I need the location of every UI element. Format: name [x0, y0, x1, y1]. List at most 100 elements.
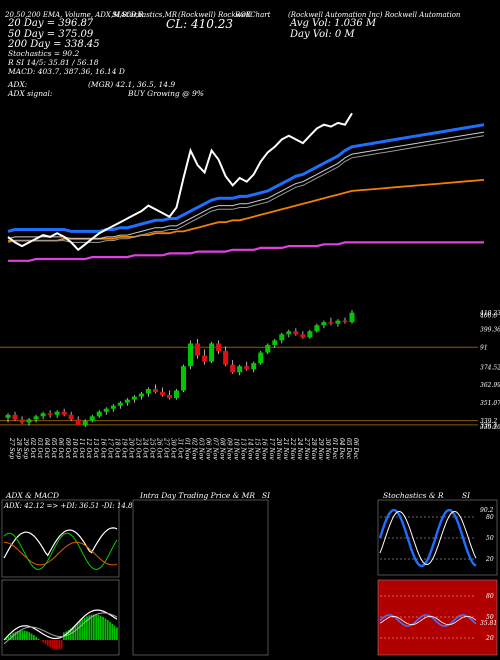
candle-body: [251, 363, 257, 370]
date-tick-label: 15 Nov: [254, 438, 261, 460]
candle-body: [68, 414, 74, 420]
candle-body: [173, 390, 179, 399]
macd-bar: [14, 631, 17, 640]
candle-body: [188, 343, 194, 367]
candle-body: [33, 416, 39, 420]
date-tick-label: 31 Oct: [176, 438, 183, 459]
date-tick-label: 13 Oct: [92, 438, 99, 459]
candle-body: [258, 352, 264, 364]
panel-si-title: SI: [262, 491, 271, 500]
candle-body: [181, 366, 187, 391]
avg-vol-readout: Avg Vol: 1.036 M: [290, 18, 377, 29]
candle-body: [272, 340, 278, 345]
candle-body: [117, 402, 123, 406]
plus-di-line: [3, 532, 118, 571]
candle-body: [216, 343, 222, 352]
macd-bar: [92, 614, 95, 640]
adx-label: ADX:: [8, 80, 28, 89]
price-tick-label: 336.4: [480, 422, 497, 429]
candle-body: [230, 364, 236, 373]
macd-bar: [42, 640, 45, 643]
date-tick-label: 09 Oct: [64, 438, 71, 459]
stoch-d-line: [379, 510, 477, 566]
macd-bar: [106, 620, 109, 640]
macd-bar: [32, 635, 35, 640]
date-tick-label: 06 Nov: [205, 438, 212, 460]
macd-bar: [30, 633, 33, 640]
stoch-level-label: 20: [485, 556, 494, 563]
adx-panel-label: ADX: 42.12 => +DI: 36.51 -DI: 14.87: [3, 502, 137, 510]
ema50-readout: 50 Day = 375.09: [8, 29, 94, 40]
date-tick-label: 26 Oct: [155, 437, 162, 459]
ema20-line: [7, 123, 485, 233]
macd-bar: [95, 614, 98, 640]
macd-bar: [99, 615, 102, 640]
candle-body: [307, 331, 313, 338]
candle-body: [82, 420, 88, 426]
close-readout: CL: 410.23: [166, 17, 233, 31]
macd-bar: [35, 636, 38, 640]
macd-bar: [19, 630, 21, 640]
date-tick-label: 22 Nov: [289, 437, 296, 460]
macd-panel-box: [1, 579, 120, 656]
macd-bar: [97, 614, 100, 640]
macd-bar: [39, 640, 42, 641]
date-tick-label: 01 Nov: [184, 438, 191, 460]
date-tick-label: 09 Nov: [226, 438, 233, 460]
macd-bar: [21, 630, 24, 640]
header-company: (Rockwell Automation Inc) Rockwell Autom…: [288, 11, 461, 19]
ema200-readout: 200 Day = 338.45: [8, 39, 100, 50]
candle-body: [138, 393, 144, 397]
macd-line: [3, 609, 118, 641]
candle-body: [131, 396, 137, 400]
si-line: [379, 614, 477, 627]
price-tick-label: 339.2: [480, 418, 497, 425]
macd-bar: [60, 640, 63, 650]
candle-body: [293, 331, 299, 335]
macd-bar: [46, 640, 49, 646]
candle-body: [335, 320, 341, 324]
date-tick-label: 03 Oct: [36, 438, 43, 459]
price-tick-label: 410.23: [479, 310, 500, 317]
date-tick-label: 18 Oct: [113, 438, 120, 459]
price-tick-label: 362.99: [480, 382, 500, 389]
date-tick-label: 10 Oct: [71, 438, 78, 459]
macd-bar: [86, 616, 88, 640]
macd-bar: [58, 640, 61, 650]
candle-body: [96, 411, 102, 417]
macd-bar: [49, 640, 51, 648]
macd-bar: [111, 623, 114, 640]
candle-body: [89, 416, 95, 421]
candle-body: [314, 325, 320, 332]
macd-bar: [23, 630, 26, 640]
candle-body: [61, 411, 67, 415]
macd-bar: [37, 638, 40, 640]
macd-bar: [53, 640, 56, 650]
candle-body: [166, 395, 172, 399]
macd-readout: MACD: 403.7, 387.36, 16.14 D: [8, 67, 125, 76]
date-tick-label: 17 Nov: [268, 438, 275, 460]
macd-bar: [104, 618, 107, 640]
si-signal-line: [379, 615, 477, 626]
candle-body: [47, 413, 53, 415]
date-tick-label: 06 Dec: [352, 438, 359, 460]
header-top-mid: SI,Stochastics,MR: [112, 11, 178, 19]
panel-intraday-title: Intra Day Trading Price & MR: [140, 491, 256, 500]
adx-signal-value: BUY Growing @ 9%: [128, 89, 204, 98]
ema200-line: [8, 241, 484, 262]
candle-body: [265, 344, 271, 353]
candle-body: [195, 343, 201, 356]
date-tick-label: 27 Nov: [303, 437, 310, 460]
macd-bar: [113, 625, 116, 640]
macd-signal-line: [3, 612, 118, 645]
date-tick-label: 17 Oct: [106, 438, 113, 459]
candle-body: [223, 351, 229, 365]
macd-bar: [7, 636, 10, 640]
date-tick-label: 28 Nov: [310, 437, 317, 460]
candle-body: [244, 366, 250, 370]
candle-body: [124, 399, 130, 403]
candle-body: [202, 355, 208, 362]
